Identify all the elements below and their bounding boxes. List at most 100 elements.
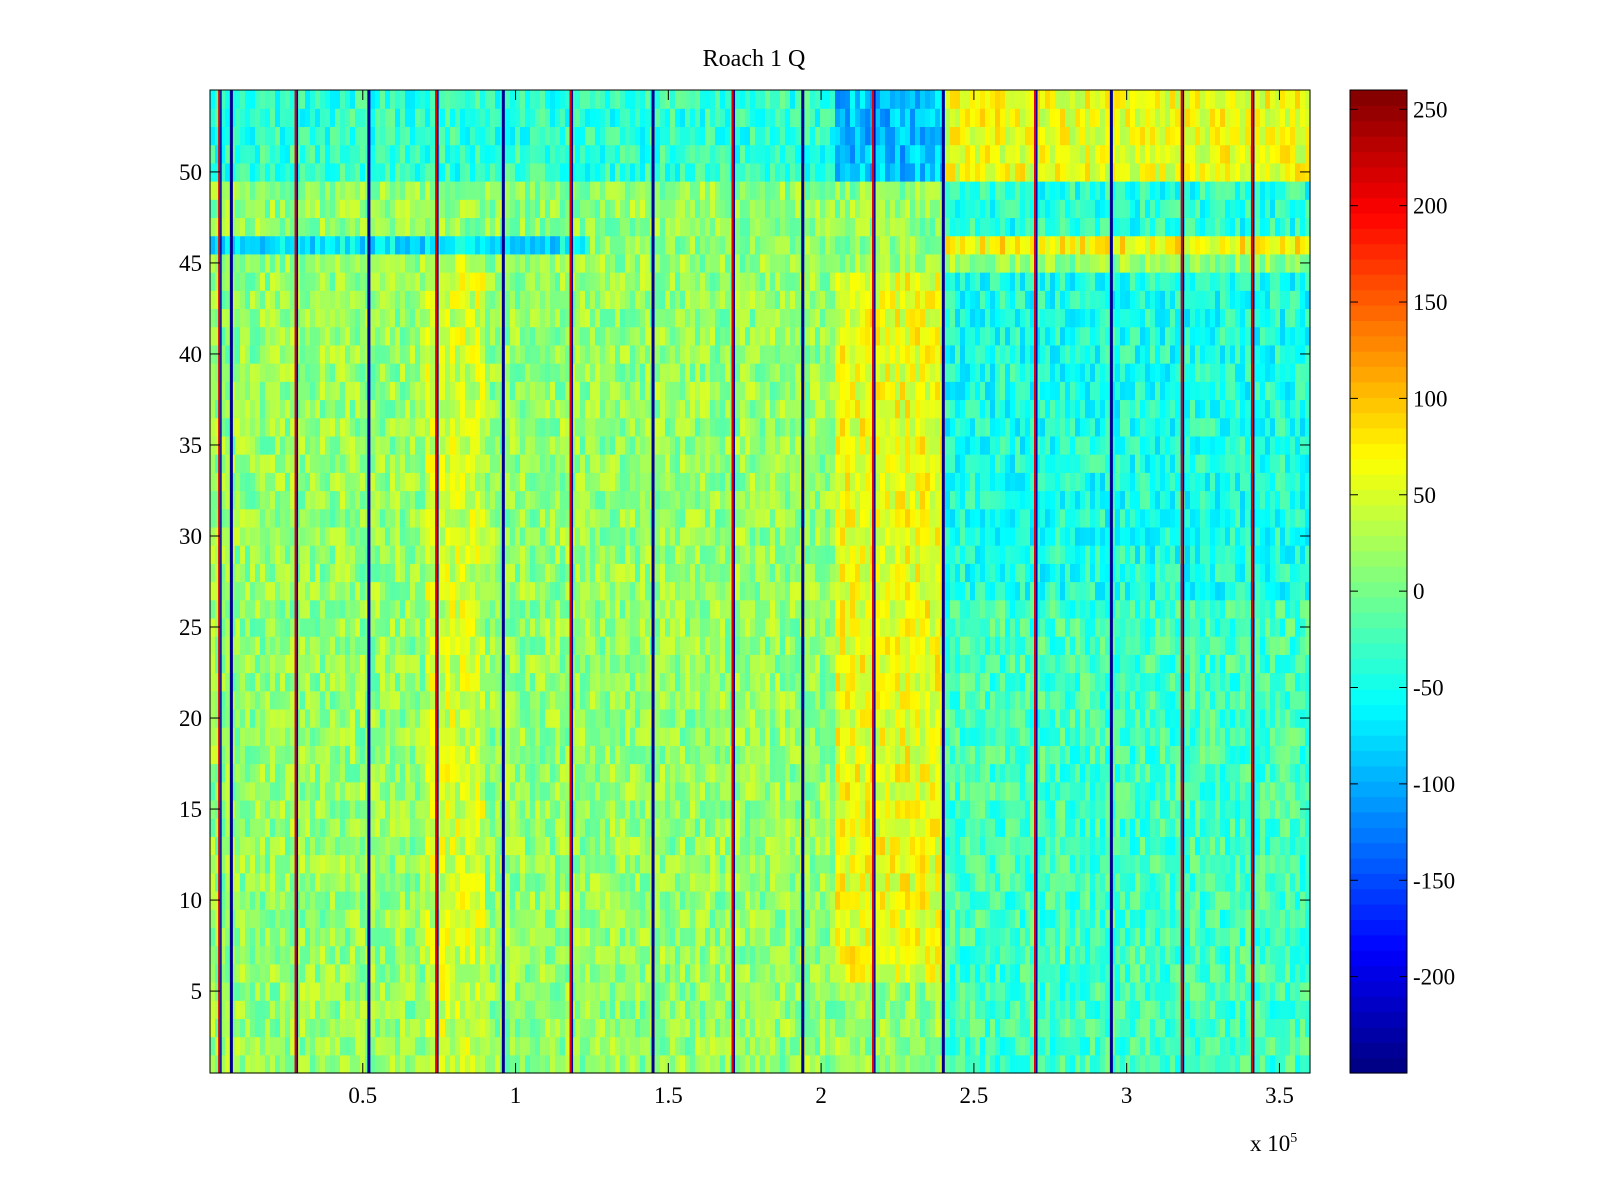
heatmap-cell	[250, 963, 256, 983]
heatmap-cell	[875, 763, 881, 783]
heatmap-cell	[1305, 854, 1311, 874]
heatmap-cell	[1245, 799, 1251, 819]
heatmap-cell	[1065, 799, 1071, 819]
heatmap-cell	[305, 745, 311, 765]
heatmap-cell	[540, 727, 546, 746]
heatmap-cell	[945, 1036, 951, 1056]
heatmap-cell	[850, 872, 856, 892]
heatmap-cell	[840, 799, 846, 819]
heatmap-cell	[1030, 945, 1036, 965]
heatmap-cell	[750, 963, 756, 983]
heatmap-cell	[845, 708, 851, 728]
heatmap-cell	[585, 781, 591, 801]
heatmap-cell	[815, 890, 821, 910]
heatmap-cell	[220, 1036, 226, 1056]
heatmap-cell	[425, 854, 431, 874]
heatmap-cell	[615, 672, 621, 692]
heatmap-cell	[260, 836, 266, 856]
heatmap-cell	[690, 872, 696, 892]
heatmap-cell	[465, 854, 471, 874]
heatmap-cell	[590, 1036, 596, 1056]
heatmap-cell	[1200, 1018, 1206, 1038]
heatmap-cell	[655, 872, 661, 892]
heatmap-cell	[1290, 763, 1296, 783]
heatmap-cell	[635, 1054, 641, 1074]
heatmap-cell	[535, 690, 541, 710]
heatmap-cell	[860, 1000, 866, 1019]
heatmap-cell	[1085, 745, 1091, 765]
heatmap-cell	[1235, 945, 1241, 965]
heatmap-cell	[970, 836, 976, 856]
heatmap-cell	[555, 799, 561, 819]
heatmap-cell	[410, 799, 416, 819]
heatmap-cell	[1105, 872, 1111, 892]
heatmap-cell	[950, 945, 956, 965]
heatmap-cell	[815, 672, 821, 692]
heatmap-cell	[380, 745, 386, 765]
heatmap-cell	[1045, 1018, 1051, 1038]
heatmap-cell	[760, 854, 766, 874]
heatmap-cell	[580, 818, 586, 837]
heatmap-cell	[1175, 981, 1181, 1001]
heatmap-cell	[655, 1018, 661, 1038]
heatmap-cell	[1165, 799, 1171, 819]
heatmap-cell	[780, 818, 786, 837]
heatmap-cell	[1165, 763, 1171, 783]
heatmap-cell	[1205, 1000, 1211, 1019]
heatmap-cell	[1285, 963, 1291, 983]
heatmap-cell	[1305, 672, 1311, 692]
heatmap-cell	[1135, 763, 1141, 783]
heatmap-cell	[440, 909, 446, 928]
heatmap-cell	[775, 799, 781, 819]
heatmap-cell	[300, 945, 306, 965]
heatmap-cell	[1190, 781, 1196, 801]
heatmap-cell	[1150, 927, 1156, 947]
heatmap-cell	[1290, 854, 1296, 874]
heatmap-cell	[335, 745, 341, 765]
heatmap-cell	[560, 836, 566, 856]
heatmap-cell	[625, 945, 631, 965]
heatmap-cell	[515, 745, 521, 765]
heatmap-cell	[270, 708, 276, 728]
heatmap-cell	[725, 963, 731, 983]
heatmap-cell	[310, 981, 316, 1001]
heatmap-cell	[1075, 927, 1081, 947]
heatmap-cell	[1265, 909, 1271, 928]
heatmap-cell	[1165, 981, 1171, 1001]
heatmap-cell	[375, 890, 381, 910]
heatmap-cell	[530, 909, 536, 928]
heatmap-cell	[1015, 981, 1021, 1001]
heatmap-cell	[955, 1000, 961, 1019]
heatmap-cell	[1305, 963, 1311, 983]
heatmap-cell	[805, 799, 811, 819]
heatmap-cell	[905, 1036, 911, 1056]
heatmap-cell	[1120, 872, 1126, 892]
heatmap-cell	[850, 963, 856, 983]
heatmap-cell	[525, 781, 531, 801]
heatmap-cell	[805, 927, 811, 947]
heatmap-cell	[880, 945, 886, 965]
heatmap-cell	[550, 727, 556, 746]
heatmap-cell	[1060, 890, 1066, 910]
heatmap-cell	[1205, 854, 1211, 874]
heatmap-cell	[285, 1036, 291, 1056]
heatmap-cell	[475, 781, 481, 801]
heatmap-cell	[1230, 781, 1236, 801]
heatmap-cell	[900, 818, 906, 837]
heatmap-cell	[985, 1054, 991, 1074]
heatmap-cell	[830, 1036, 836, 1056]
heatmap-cell	[810, 690, 816, 710]
heatmap-cell	[485, 981, 491, 1001]
heatmap-cell	[675, 1036, 681, 1056]
heatmap-cell	[775, 836, 781, 856]
heatmap-cell	[535, 708, 541, 728]
heatmap-cell	[1150, 890, 1156, 910]
heatmap-cell	[495, 818, 501, 837]
heatmap-cell	[565, 909, 571, 928]
heatmap-cell	[540, 945, 546, 965]
heatmap-cell	[835, 745, 841, 765]
heatmap-cell	[810, 1000, 816, 1019]
heatmap-cell	[805, 781, 811, 801]
heatmap-cell	[1020, 690, 1026, 710]
heatmap-cell	[300, 890, 306, 910]
